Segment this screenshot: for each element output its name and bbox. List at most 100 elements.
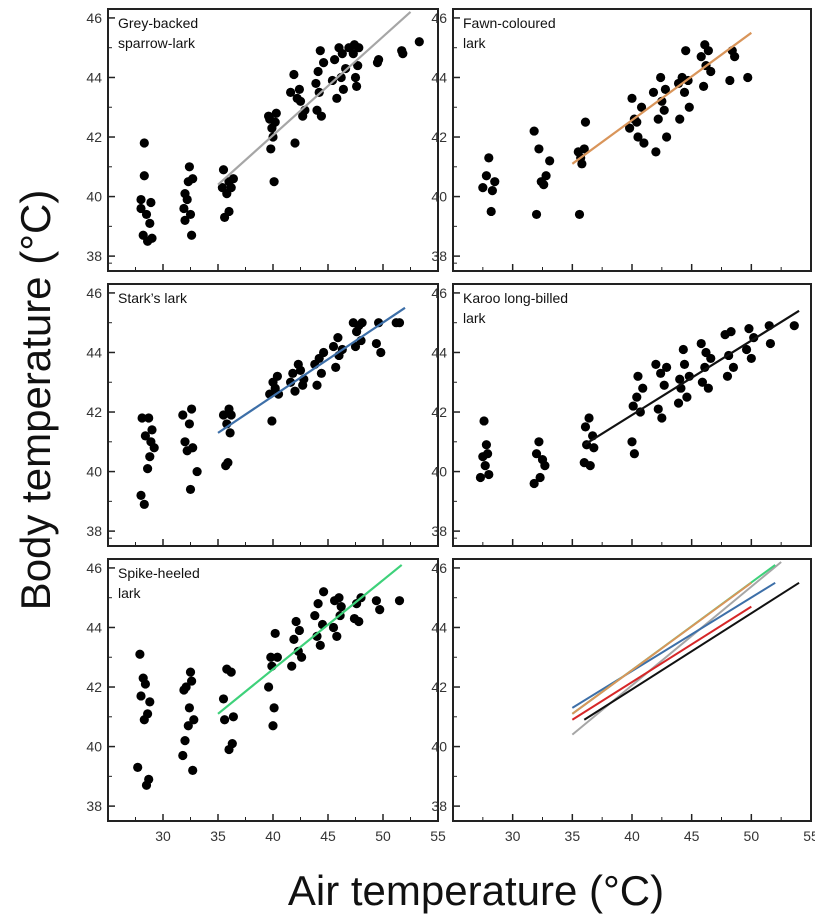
y-tick-label: 38 [431,248,447,264]
data-point [226,183,236,193]
data-point [490,177,500,187]
data-point [145,452,155,462]
panel-4: 38 40 42 44 46 Karoo long-billed lark [431,262,812,547]
data-point [354,43,364,53]
data-point [627,93,637,103]
data-point [394,318,405,328]
data-point [352,81,362,92]
data-point [706,353,716,364]
data-point [297,652,307,662]
series-line [571,581,776,709]
data-point [218,165,229,175]
data-point [625,123,635,133]
data-point [149,443,159,453]
y-tick-label: 40 [86,189,102,205]
data-point [181,682,191,692]
data-point [144,413,154,423]
data-point [227,738,237,749]
data-point [696,338,706,349]
data-point [136,490,146,500]
data-point [187,676,197,686]
data-point [218,694,229,704]
data-point [635,407,645,417]
x-tick-label: 45 [684,828,700,844]
data-point [319,57,329,68]
data-point [294,84,304,94]
data-point [653,404,663,414]
data-point [678,344,688,355]
data-point [311,78,321,89]
data-point [653,114,663,124]
data-point [398,49,408,59]
data-point [294,625,304,636]
data-point [319,347,329,358]
data-point [357,318,367,328]
data-point [725,75,735,86]
data-point [697,377,708,387]
data-point [139,499,149,509]
x-tick-label: 55 [430,828,446,844]
data-point [310,610,320,621]
data-point [139,138,149,148]
panel-frame [107,283,439,547]
panel-3: 38 40 42 44 46 Stark’s lark [86,262,439,547]
x-tick-label: 40 [265,828,281,844]
panel-grid: 38 40 42 44 46 Grey-backed sparrow-lark 38 40 42 4… [86,8,815,844]
data-point [136,194,146,205]
data-point [481,440,492,450]
data-point [180,215,190,225]
data-point [140,431,150,441]
data-point [662,132,672,142]
data-point [484,153,494,163]
data-point [140,679,150,689]
data-point [744,324,754,334]
y-tick-label: 44 [86,344,102,360]
data-point [534,437,544,447]
data-point [188,174,198,184]
data-point [741,344,752,355]
series-line [571,561,782,736]
series-line [571,582,752,715]
data-point [290,138,300,148]
data-point [332,93,342,103]
data-point [638,383,648,393]
data-point [228,174,238,184]
data-point [636,102,647,112]
y-tick-label: 42 [431,679,447,695]
panel-title-line: Karoo long-billed [463,290,568,306]
data-point [353,60,363,71]
data-point [330,55,340,65]
data-point [371,596,381,606]
data-point [328,622,339,633]
y-tick-label: 44 [431,344,447,360]
data-point [699,81,709,92]
data-point [746,353,756,364]
data-point [264,682,274,692]
data-point [675,374,685,384]
data-point [289,634,299,644]
data-point [188,765,198,775]
data-point [675,114,685,124]
data-point [315,640,325,650]
data-point [682,392,692,402]
regression-line [217,564,403,715]
data-point [269,177,279,187]
y-tick-label: 38 [431,523,447,539]
y-tick-label: 40 [86,739,102,755]
data-point [338,84,348,94]
data-point [580,117,591,127]
data-point [662,362,672,372]
data-point [331,362,341,372]
data-point [394,596,405,606]
panel-5: 38 40 42 44 46 30 35 40 45 50 55 Spike-heeled lark [86,537,446,844]
data-point [730,52,740,62]
data-point [414,37,424,47]
data-point [133,762,143,773]
data-point [145,697,155,707]
data-point [316,111,326,121]
data-point [313,66,323,77]
y-tick-label: 38 [86,248,102,264]
data-point [350,341,361,352]
data-point [789,321,799,331]
data-point [312,380,322,390]
